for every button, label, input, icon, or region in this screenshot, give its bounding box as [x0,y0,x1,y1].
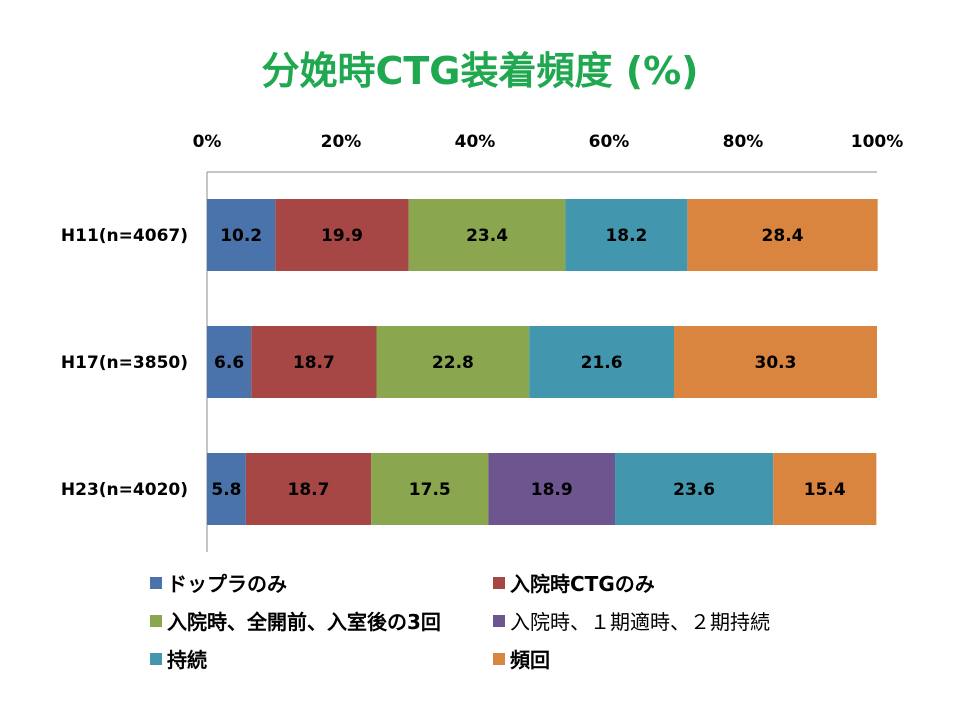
legend-swatch [150,652,162,665]
x-tick-label: 60% [589,132,630,152]
legend-swatch [493,652,505,665]
bar-value-label: 5.8 [211,480,241,500]
bar-value-label: 18.7 [293,353,335,373]
bar-segment [207,326,252,398]
bar-value-label: 18.7 [288,480,330,500]
bar-value-label: 22.8 [432,353,474,373]
bar-value-label: 17.5 [409,480,451,500]
bar-value-label: 21.6 [581,353,623,373]
bar-segment [529,326,674,398]
bar-segment [251,326,377,398]
legend-label: 入院時、１期適時、２期持続 [510,610,770,634]
stacked-bar-chart: 0% 20% 40% 60% 80% 100% 10.2 19.9 23.4 18.2 28.4 6… [61,132,904,552]
bar-segment [615,453,774,525]
bar-segment [207,453,246,525]
bar-segment [207,199,276,271]
bar-value-label: 28.4 [762,226,804,246]
legend-swatch [493,614,505,627]
x-tick-label: 0% [193,132,222,152]
bar-segment [773,453,877,525]
legend-swatch [150,614,162,627]
x-tick-label: 40% [455,132,496,152]
bar-value-label: 18.2 [605,226,647,246]
legend-swatch [150,576,162,589]
bar-value-label: 23.4 [466,226,508,246]
bar-value-label: 23.6 [673,480,715,500]
x-tick-label: 100% [851,132,904,152]
legend-label: ドップラのみ [167,572,287,596]
bar-segment [673,326,877,398]
legend-label: 入院時CTGのみ [510,572,655,596]
bar-segment [376,326,530,398]
bar-segment [408,199,566,271]
category-label: H17(n=3850) [61,353,188,373]
legend-label: 頻回 [510,648,550,672]
bar-segment [488,453,616,525]
category-labels: H11(n=4067) H17(n=3850) H23(n=4020) [61,226,188,500]
bar-value-label: 15.4 [804,480,846,500]
legend-item: 持続 [150,644,207,673]
bars: 10.2 19.9 23.4 18.2 28.4 6.6 18.7 22.8 21.6 30.3 5… [207,199,878,525]
category-label: H11(n=4067) [61,226,188,246]
x-axis-ticks: 0% 20% 40% 60% 80% 100% [193,132,904,152]
bar-segment [275,199,409,271]
bar-value-label: 10.2 [220,226,262,246]
legend-item: 入院時、１期適時、２期持続 [493,606,770,635]
legend-item: 頻回 [493,644,550,673]
x-tick-label: 80% [723,132,764,152]
bar-value-label: 6.6 [214,353,244,373]
bar-value-label: 30.3 [755,353,797,373]
legend-swatch [493,576,505,589]
bar-segment [687,199,878,271]
bar-value-label: 18.9 [531,480,573,500]
chart-title: 分娩時CTG装着頻度 (%) [261,49,699,93]
x-tick-label: 20% [321,132,362,152]
legend-label: 入院時、全開前、入室後の3回 [167,610,441,634]
category-label: H23(n=4020) [61,480,188,500]
legend-item: 入院時CTGのみ [493,568,655,597]
legend-item: ドップラのみ [150,568,287,597]
bar-segment [245,453,372,525]
legend-label: 持続 [167,648,207,672]
legend-item: 入院時、全開前、入室後の3回 [150,606,441,635]
bar-value-label: 19.9 [321,226,363,246]
bar-segment [371,453,489,525]
bar-segment [565,199,688,271]
